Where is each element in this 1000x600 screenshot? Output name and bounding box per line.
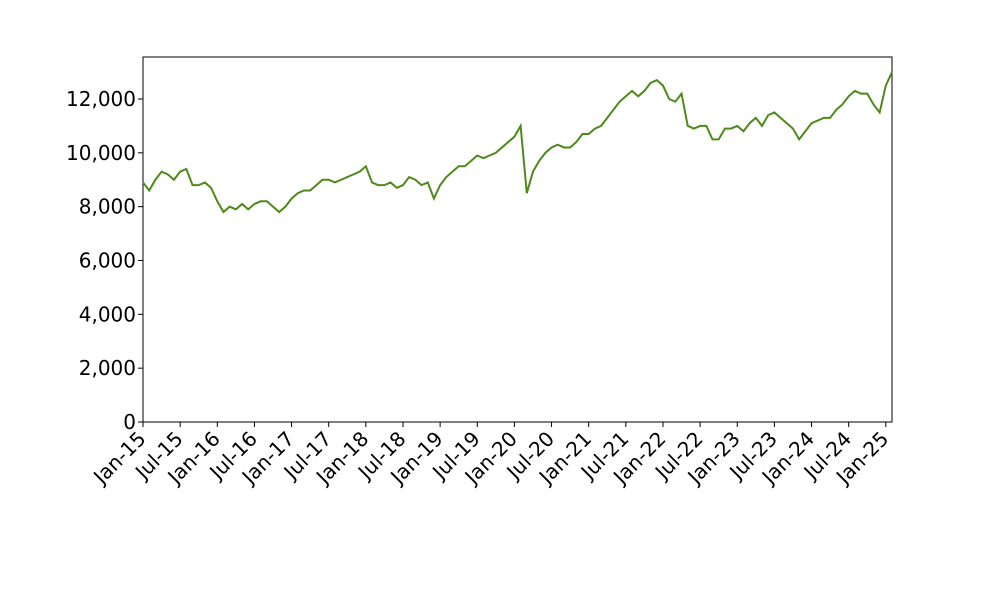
y-tick-label: 8,000 bbox=[79, 195, 136, 219]
y-tick-label: 10,000 bbox=[66, 141, 136, 165]
plot-frame bbox=[142, 56, 893, 423]
line-series bbox=[142, 71, 893, 214]
y-tick-label: 12,000 bbox=[66, 87, 136, 111]
y-tick-label: 2,000 bbox=[79, 356, 136, 380]
y-tick-label: 4,000 bbox=[79, 302, 136, 326]
y-tick-label: 6,000 bbox=[79, 248, 136, 272]
y-tick-label: 0 bbox=[123, 410, 136, 434]
